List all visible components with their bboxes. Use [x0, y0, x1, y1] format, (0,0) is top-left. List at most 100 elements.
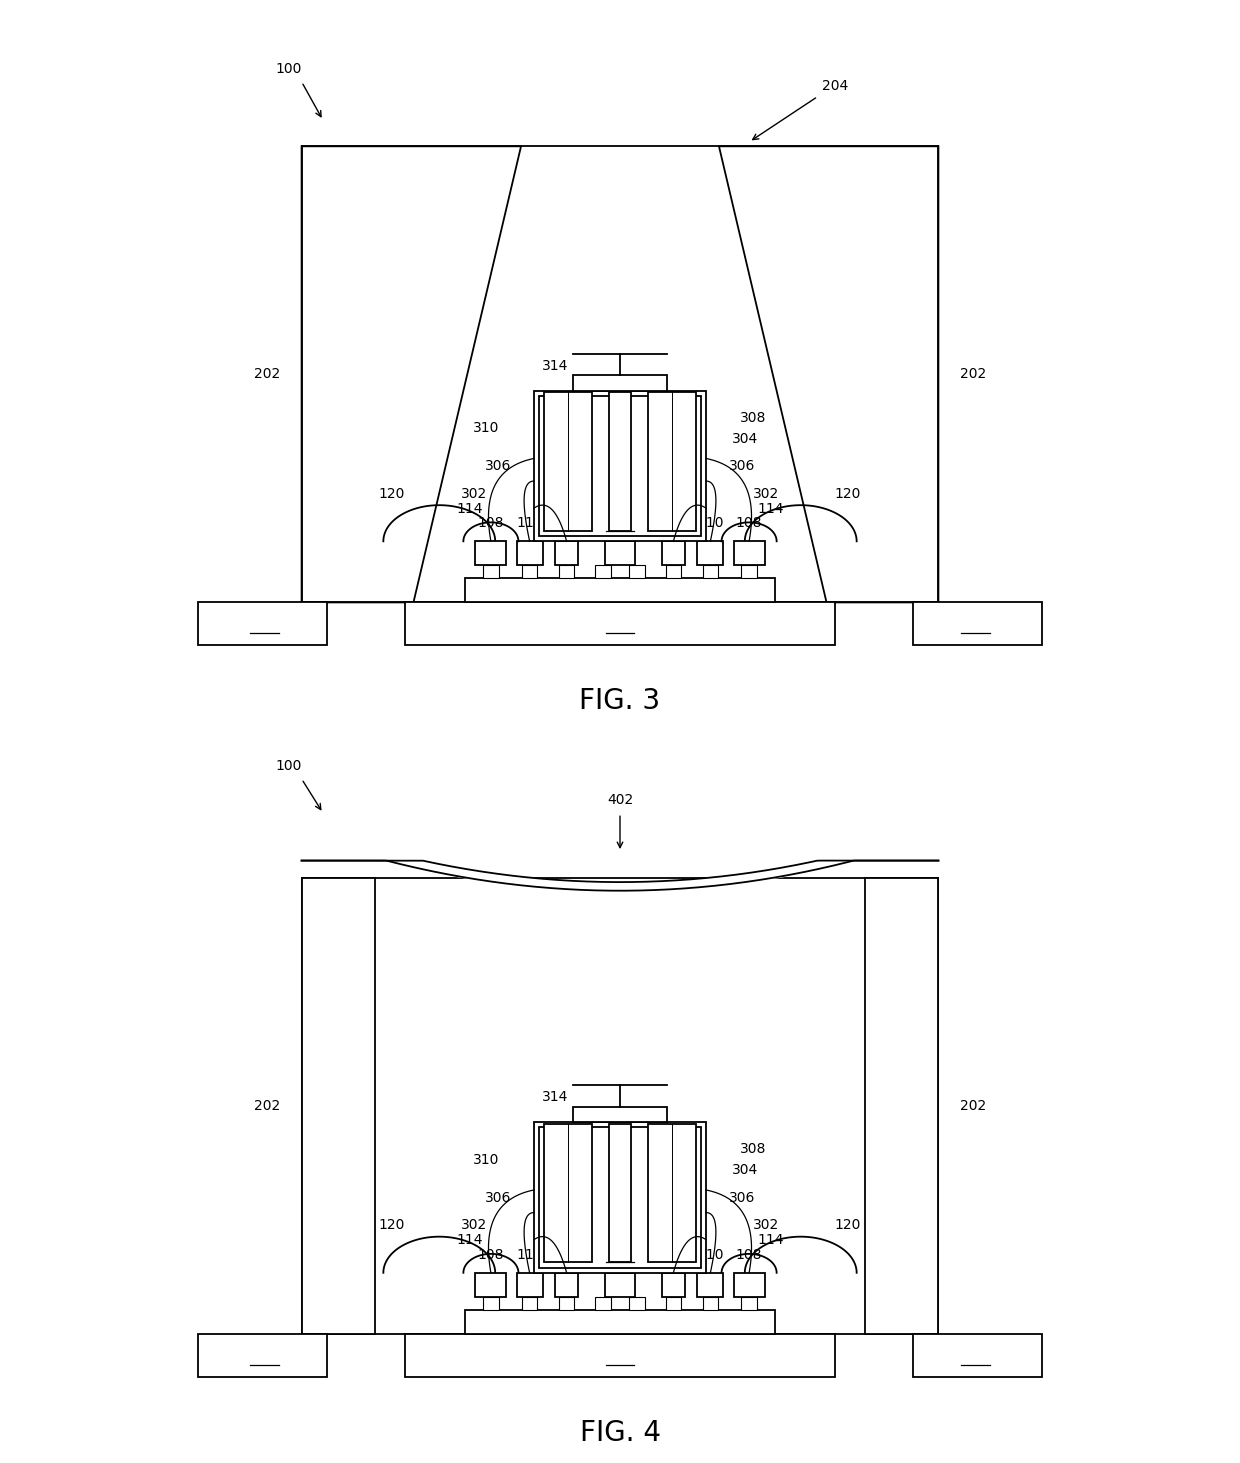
Bar — [605, 541, 635, 565]
Bar — [595, 1296, 610, 1309]
Bar — [630, 565, 645, 578]
Text: 306: 306 — [729, 1191, 755, 1204]
Bar — [609, 392, 631, 531]
Text: 310: 310 — [474, 1153, 500, 1167]
Bar — [301, 878, 939, 1334]
Text: 304: 304 — [732, 1163, 758, 1178]
Text: 116: 116 — [775, 619, 801, 632]
Text: 118: 118 — [732, 1350, 758, 1364]
Bar — [198, 1334, 327, 1377]
Text: 112: 112 — [553, 1248, 580, 1261]
Text: 118: 118 — [732, 619, 758, 632]
Bar — [559, 565, 574, 578]
Bar — [559, 1296, 574, 1309]
Bar — [475, 1273, 506, 1296]
Text: 316: 316 — [606, 1198, 634, 1211]
Text: 112: 112 — [660, 1248, 687, 1261]
Text: 306: 306 — [729, 459, 755, 473]
Text: FIG. 3: FIG. 3 — [579, 688, 661, 715]
Text: 110: 110 — [516, 1248, 543, 1261]
Text: 302: 302 — [460, 487, 487, 500]
Text: 306: 306 — [485, 1191, 511, 1204]
Bar — [662, 541, 684, 565]
Text: 202: 202 — [254, 1099, 280, 1113]
Bar — [666, 1296, 681, 1309]
Text: 306: 306 — [485, 459, 511, 473]
Text: 100: 100 — [275, 759, 301, 772]
Polygon shape — [301, 146, 521, 603]
Bar — [517, 1273, 543, 1296]
Text: 310: 310 — [474, 421, 500, 436]
Text: 108: 108 — [735, 516, 763, 530]
Text: 302: 302 — [460, 1219, 487, 1232]
Text: FIG. 4: FIG. 4 — [579, 1419, 661, 1447]
Text: 120: 120 — [378, 1219, 405, 1232]
Bar — [595, 565, 610, 578]
Text: 110: 110 — [697, 516, 724, 530]
Text: 104: 104 — [252, 1350, 278, 1364]
Text: 116: 116 — [439, 1350, 465, 1364]
Bar — [662, 1273, 684, 1296]
Bar — [539, 396, 701, 535]
Bar — [697, 541, 723, 565]
Text: 100: 100 — [275, 61, 301, 76]
Text: 118: 118 — [482, 619, 508, 632]
Bar — [605, 1273, 635, 1296]
Text: 114: 114 — [456, 502, 482, 515]
Text: 114: 114 — [758, 502, 784, 515]
Text: 312: 312 — [554, 421, 582, 436]
Text: 102: 102 — [606, 1350, 634, 1364]
Text: 108: 108 — [477, 1248, 505, 1261]
Text: 120: 120 — [378, 487, 405, 500]
Bar — [697, 1273, 723, 1296]
Bar — [734, 541, 765, 565]
Bar — [649, 392, 696, 531]
Bar — [573, 375, 667, 391]
Bar — [522, 565, 537, 578]
Bar — [484, 565, 498, 578]
Bar — [703, 565, 718, 578]
Bar — [573, 1106, 667, 1122]
Text: 312: 312 — [658, 1153, 686, 1167]
Bar — [198, 603, 327, 645]
Text: 204: 204 — [822, 79, 848, 94]
Bar — [666, 565, 681, 578]
Text: 108: 108 — [477, 516, 505, 530]
Bar — [301, 878, 374, 1334]
Text: 302: 302 — [753, 487, 780, 500]
Bar — [609, 1124, 631, 1263]
Bar — [866, 878, 939, 1334]
Text: 114: 114 — [758, 1233, 784, 1246]
Text: 316: 316 — [543, 467, 569, 480]
Text: 402: 402 — [606, 793, 634, 808]
Text: 316: 316 — [606, 467, 634, 480]
Text: 314: 314 — [542, 1090, 569, 1105]
Text: 114: 114 — [456, 1233, 482, 1246]
Bar — [404, 1334, 836, 1377]
Bar — [703, 1296, 718, 1309]
Text: 110: 110 — [516, 516, 543, 530]
Text: 120: 120 — [835, 487, 862, 500]
Text: 112: 112 — [553, 516, 580, 530]
Text: 104: 104 — [962, 1350, 988, 1364]
Bar — [517, 541, 543, 565]
Text: 314: 314 — [542, 358, 569, 373]
Bar — [544, 1124, 591, 1263]
Text: 308: 308 — [740, 411, 766, 424]
Text: 202: 202 — [254, 367, 280, 382]
Text: 106: 106 — [606, 516, 634, 530]
Text: 104: 104 — [252, 619, 278, 632]
Polygon shape — [719, 146, 939, 603]
Bar — [556, 1273, 578, 1296]
Text: 106: 106 — [606, 1248, 634, 1261]
Bar — [649, 1124, 696, 1263]
Bar — [534, 1122, 706, 1273]
Text: 304: 304 — [732, 432, 758, 446]
Text: 116: 116 — [775, 1350, 801, 1364]
Text: 116: 116 — [439, 619, 465, 632]
Bar — [742, 565, 756, 578]
Text: 302: 302 — [753, 1219, 780, 1232]
Bar — [913, 1334, 1042, 1377]
Bar — [539, 1128, 701, 1267]
Bar — [913, 603, 1042, 645]
